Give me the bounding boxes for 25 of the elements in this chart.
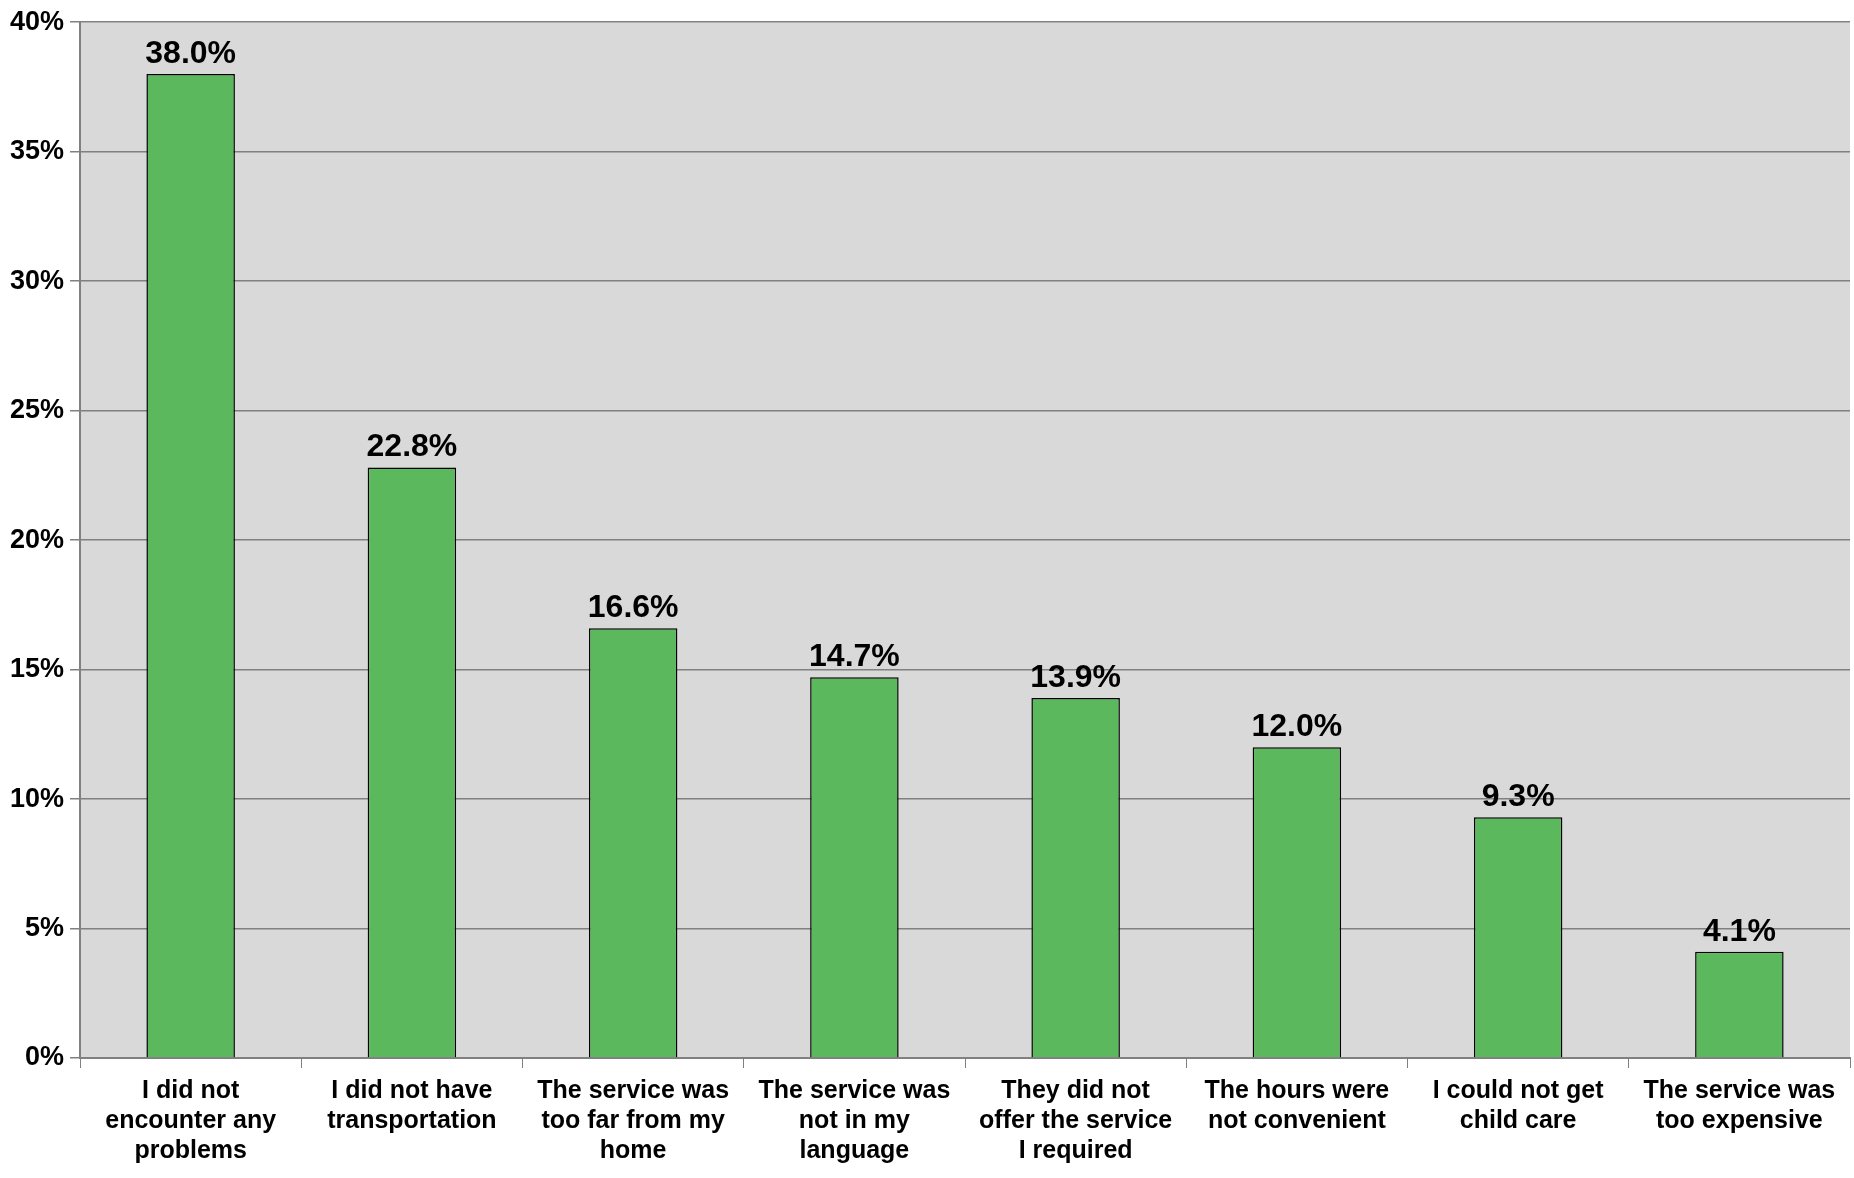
x-tick-label: I did not have transportation	[327, 1074, 497, 1133]
y-tick-label: 0%	[25, 1041, 65, 1072]
data-label: 16.6%	[587, 587, 679, 624]
data-label: 4.1%	[1702, 911, 1776, 948]
data-label: 12.0%	[1251, 707, 1343, 744]
y-tick-label: 20%	[9, 523, 65, 554]
y-tick-label: 35%	[9, 135, 65, 166]
data-label: 22.8%	[366, 427, 458, 464]
x-tick-label: The service was too far from my home	[537, 1074, 730, 1163]
y-tick-label: 10%	[9, 782, 65, 813]
x-tick-label: I could not get child care	[1432, 1074, 1605, 1133]
data-label: 38.0%	[145, 33, 237, 70]
x-tick-label: The hours were not convenient	[1204, 1074, 1390, 1133]
x-tick-label: They did not offer the service I required	[979, 1074, 1173, 1163]
data-label: 14.7%	[809, 637, 900, 674]
data-label: 9.3%	[1481, 777, 1555, 813]
y-tick-label: 25%	[9, 394, 65, 425]
y-tick-label: 30%	[9, 264, 65, 295]
x-tick-label: I did not encounter any problems	[105, 1074, 277, 1163]
data-label: 13.9%	[1030, 657, 1122, 694]
x-tick-label: The service was too expensive	[1643, 1074, 1836, 1133]
y-tick-label: 40%	[9, 5, 65, 36]
y-tick-label: 15%	[9, 653, 65, 684]
y-tick-label: 5%	[25, 911, 65, 942]
x-tick-label: The service was not in my language	[758, 1074, 951, 1163]
